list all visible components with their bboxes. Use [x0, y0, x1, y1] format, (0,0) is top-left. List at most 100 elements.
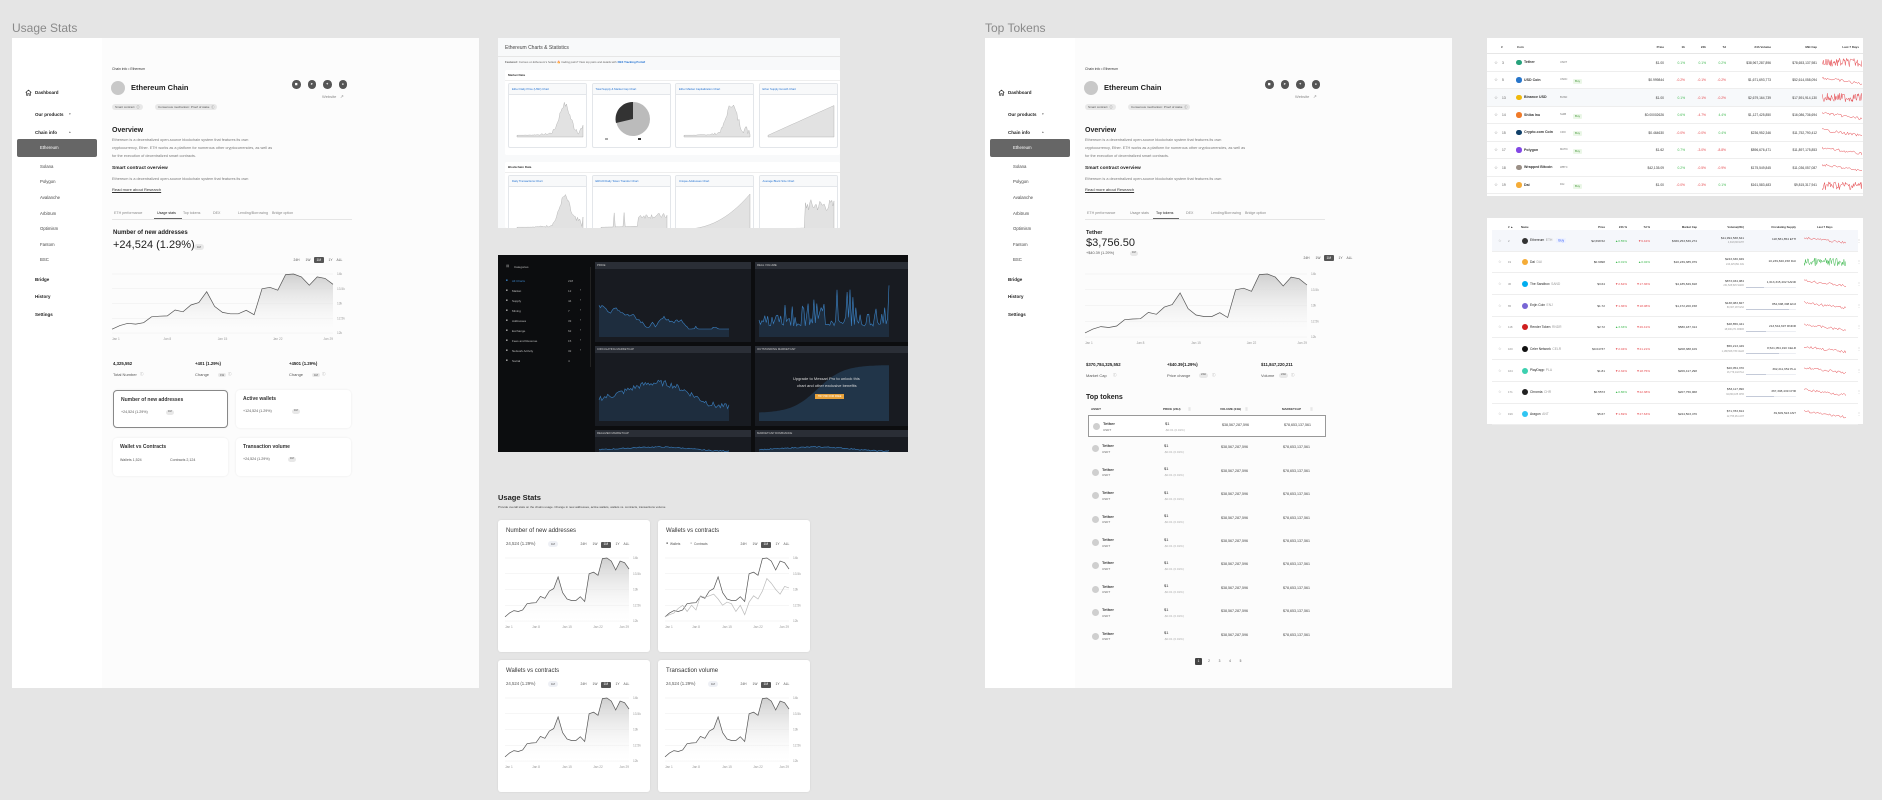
category-market[interactable]: ■ Market 12 › [505, 288, 585, 295]
range-button-1m[interactable]: 1M [314, 257, 324, 264]
tab-dex[interactable]: DEX [1186, 211, 1194, 215]
tab-eth-performance[interactable]: ETH performance [1087, 211, 1116, 215]
category-mining[interactable]: ■ Mining 7 › [505, 308, 585, 315]
chart-panel-real-volume[interactable]: REAL VOLUME [755, 262, 908, 342]
chart-card[interactable]: Total Supply & Market Cap Chart [591, 83, 671, 148]
more-options-icon[interactable]: ⋮ [1857, 280, 1861, 286]
sidebar-item-dashboard[interactable]: Dashboard [22, 88, 92, 97]
buy-button[interactable]: Buy [1573, 78, 1583, 84]
table-row[interactable]: Tether USDT $1 -$0.01 (0.01%) $38,567,287,59… [1088, 438, 1326, 460]
chart-card[interactable]: Ether Daily Price (USD) Chart [508, 83, 587, 148]
range-button-24h[interactable]: 24H [293, 257, 300, 262]
tab-lending-borrowing[interactable]: Lending/Borrowing [238, 211, 268, 215]
range-button-1m[interactable]: 1M [761, 541, 771, 548]
telegram-icon[interactable]: ➤ [307, 80, 316, 89]
sidebar-item-dashboard[interactable]: Dashboard [995, 88, 1065, 97]
table-row[interactable]: ☆ 19 Dai DAI $0.9998 ▲0.01% ▲0.02% $10,239,385,… [1492, 252, 1861, 274]
tab-usage-stats[interactable]: Usage stats [157, 211, 176, 215]
sidebar-item-our-products[interactable]: Our products [35, 112, 64, 117]
stat-card[interactable]: Transaction volume +24,524 (1.29%) 1M [236, 438, 351, 476]
range-button-all[interactable]: ALL [623, 542, 630, 546]
star-icon[interactable]: ☆ [1494, 77, 1499, 82]
range-button-1m[interactable]: 1M [601, 541, 611, 548]
table-row[interactable]: ☆ 15 Crypto.com Coin CRO Buy $0.464630 -0.0% -0… [1487, 124, 1863, 142]
category-fees-and-revenue[interactable]: ■ Fees and Revenue 15 › [505, 338, 585, 345]
discord-icon[interactable]: ◼ [1265, 80, 1274, 89]
sidebar-item-our-products[interactable]: Our products [1008, 112, 1037, 117]
tab-top-tokens[interactable]: Top tokens [1156, 211, 1174, 215]
range-button-1y[interactable]: 1Y [328, 257, 333, 262]
sidebar-item-history[interactable]: History [35, 294, 51, 299]
range-button-1w[interactable]: 1W [592, 682, 598, 686]
star-icon[interactable]: ☆ [1494, 164, 1499, 170]
read-more-link[interactable]: Read more about Research [1085, 186, 1135, 192]
tab-eth-performance[interactable]: ETH performance [114, 211, 143, 215]
chart-card-title[interactable]: Unique Addresses Chart [679, 179, 710, 183]
table-row[interactable]: ☆ 2 Ethereum ETH Buy $2,698.52 ▲0.55% ▼6.42% $36… [1492, 230, 1861, 252]
stat-card[interactable]: Number of new addresses +24,524 (1.29%) 1M [113, 390, 228, 428]
star-icon[interactable]: ☆ [1498, 389, 1502, 395]
more-options-icon[interactable]: ⋮ [1857, 237, 1861, 243]
sidebar-item-optimism[interactable]: Optimism [40, 226, 59, 231]
table-row[interactable]: Tether USDT $1 -$0.01 (0.01%) $38,567,287,59… [1088, 509, 1326, 531]
sidebar-item-fantom[interactable]: Fantom [1013, 242, 1028, 247]
breadcrumb[interactable]: Chain info • Ethereum [112, 67, 146, 71]
stat-card[interactable]: Active wallets +124,524 (1.29%) 1M [236, 390, 351, 428]
telegram-icon[interactable]: ➤ [1280, 80, 1289, 89]
range-button-1y[interactable]: 1Y [615, 542, 620, 546]
breadcrumb[interactable]: Chain info • Ethereum [1085, 67, 1119, 71]
table-row[interactable]: ☆ 160 Celer Network CELR $0.04737 ▼2.04% ▼21.2… [1492, 339, 1861, 361]
chart-card[interactable]: Ether Market Capitalization Chart [675, 83, 754, 148]
buy-button[interactable]: Buy [1573, 148, 1583, 154]
tab-usage-stats[interactable]: Usage stats [1130, 211, 1149, 215]
more-options-icon[interactable]: ⋮ [1857, 259, 1861, 265]
sidebar-item-ethereum[interactable]: Ethereum [990, 139, 1070, 157]
star-icon[interactable]: ☆ [1494, 94, 1499, 100]
sidebar-item-chain-info[interactable]: Chain info [1008, 130, 1030, 135]
sidebar-item-arbitrum[interactable]: Arbitrum [1013, 211, 1030, 216]
table-row[interactable]: ☆ 164 PlayDapp PLA $1.81 ▼2.32% ▼18.75% $206,41… [1492, 360, 1861, 382]
table-row[interactable]: ☆ 18 Wrapped Bitcoin WBTC $42,135.09 0.2% -0.5… [1487, 159, 1863, 177]
star-icon[interactable]: ☆ [1494, 182, 1499, 187]
chart-card-title[interactable]: ERC20 Daily Token Transfer Chart [595, 179, 639, 183]
star-icon[interactable]: ☆ [1498, 411, 1502, 417]
chart-card-title[interactable]: Daily Transactions Chart [512, 179, 543, 183]
table-row[interactable]: ☆ 3 Tether USDT $1.00 0.1% 0.1% 0.2% $38,967,287… [1487, 54, 1863, 72]
star-icon[interactable]: ☆ [1498, 280, 1502, 286]
star-icon[interactable]: ☆ [1498, 367, 1502, 373]
range-button-1m[interactable]: 1M [1324, 255, 1334, 262]
pagination-page-5[interactable]: 5 [1239, 659, 1242, 663]
table-row[interactable]: Tether USDT $1 -$0.01 (0.01%) $38,567,287,59… [1088, 532, 1326, 554]
sidebar-item-bsc[interactable]: BSC [40, 257, 49, 262]
table-row[interactable]: ☆ 17 Polygon MATIC Buy $1.62 0.7% -3.0% -8.8% $89… [1487, 142, 1863, 159]
table-row[interactable]: Tether USDT $1 -$0.01 (0.01%) $38,567,287,59… [1088, 415, 1326, 437]
tab-top-tokens[interactable]: Top tokens [183, 211, 201, 215]
dex-tracking-link[interactable]: DEX Tracking Portal! [617, 59, 646, 64]
chart-panel-marketcap-dominance[interactable]: MARKETCAP DOMINANCE [755, 430, 908, 452]
range-button-1w[interactable]: 1W [1315, 255, 1321, 260]
sidebar-item-bsc[interactable]: BSC [1013, 257, 1022, 262]
chart-card-title[interactable]: Ether Daily Price (USD) Chart [512, 87, 549, 91]
more-options-icon[interactable]: ⋮ [1857, 346, 1861, 351]
star-icon[interactable]: ☆ [1498, 259, 1502, 265]
pagination-page-4[interactable]: 4 [1229, 659, 1231, 663]
usage-chart-card[interactable]: Transaction volume 24,524 (1.29%) 1M 24H 1W 1… [658, 660, 810, 792]
range-button-all[interactable]: ALL [1346, 255, 1353, 260]
star-icon[interactable]: ☆ [1494, 147, 1499, 152]
sidebar-item-fantom[interactable]: Fantom [40, 242, 55, 247]
category-social[interactable]: ■ Social 4 [505, 359, 585, 365]
category-network-activity[interactable]: ■ Network Activity 32 › [505, 348, 585, 355]
more-options-icon[interactable]: ⋮ [1857, 411, 1861, 417]
table-row[interactable]: ☆ 199 Aragon ANT $5.67 ▼1.69% ▼27.63% $224,503,… [1492, 404, 1861, 426]
range-button-1y[interactable]: 1Y [615, 682, 620, 686]
pagination-page-1[interactable]: 1 [1195, 658, 1202, 665]
chart-card-title[interactable]: Average Block Size Chart [762, 179, 795, 183]
more-options-icon[interactable]: ⋮ [1857, 302, 1861, 308]
range-button-1w[interactable]: 1W [752, 542, 758, 546]
table-row[interactable]: ☆ 36 The Sandbox SAND $3.64 ▼2.62% ▼17.36% $4,1… [1492, 273, 1861, 296]
pagination-page-3[interactable]: 3 [1218, 659, 1221, 663]
range-button-1m[interactable]: 1M [761, 681, 771, 688]
range-button-1y[interactable]: 1Y [775, 682, 780, 686]
sidebar-item-polygon[interactable]: Polygon [40, 179, 56, 184]
sidebar-item-polygon[interactable]: Polygon [1013, 179, 1029, 184]
